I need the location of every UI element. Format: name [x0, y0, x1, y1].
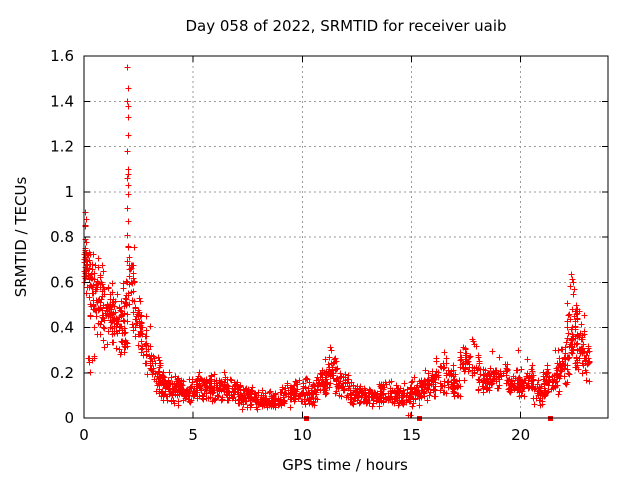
x-tick-label: 0 [79, 426, 89, 444]
y-axis-label: SRMTID / TECUs [12, 177, 30, 298]
y-tick-label: 1.2 [50, 138, 74, 156]
y-tick-label: 0.4 [50, 319, 74, 337]
x-tick-label: 5 [188, 426, 198, 444]
y-tick-label: 0.2 [50, 364, 74, 382]
scatter-points-path [81, 64, 593, 419]
y-tick-label: 1 [64, 183, 74, 201]
y-tick-label: 0.8 [50, 228, 74, 246]
y-tick-label: 0 [64, 409, 74, 427]
y-tick-label: 1.6 [50, 47, 74, 65]
plot-title: Day 058 of 2022, SRMTID for receiver uai… [185, 17, 506, 35]
y-tick-label: 0.6 [50, 273, 74, 291]
x-tick-label: 10 [293, 426, 312, 444]
x-axis-label: GPS time / hours [282, 456, 408, 474]
data-points [81, 64, 593, 421]
x-tick-label: 15 [402, 426, 421, 444]
tick-labels: 0 5 10 15 20 0 0.2 0.4 0.6 0.8 1 1.2 1.4 1.6 [50, 47, 530, 444]
plot-border [83, 55, 609, 419]
y-tick-label: 1.4 [50, 92, 74, 110]
x-tick-label: 20 [511, 426, 530, 444]
